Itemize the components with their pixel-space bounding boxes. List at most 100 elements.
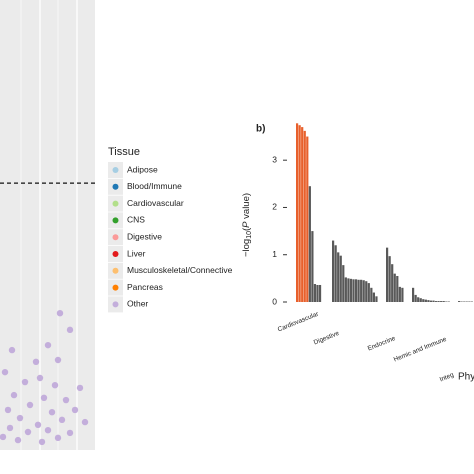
- legend-label: Adipose: [127, 164, 158, 174]
- point: [38, 438, 46, 446]
- bar: [360, 279, 363, 302]
- legend-dot: [112, 167, 119, 173]
- point: [8, 346, 16, 354]
- bar: [357, 279, 360, 302]
- y-axis-label-part: value): [241, 193, 252, 222]
- point: [58, 416, 66, 424]
- legend-label: Cardiovascular: [127, 198, 184, 208]
- bar: [401, 287, 404, 302]
- legend-label: Other: [127, 299, 148, 309]
- legend-dot: [112, 200, 119, 207]
- point: [10, 391, 18, 399]
- bar: [388, 256, 391, 302]
- bar: [334, 245, 337, 302]
- y-tick-label: 3: [272, 154, 277, 164]
- bar: [339, 255, 342, 302]
- point: [21, 378, 29, 386]
- legend-dot: [112, 183, 119, 190]
- bar: [362, 280, 365, 302]
- bar: [370, 287, 373, 302]
- bar: [422, 299, 425, 302]
- point: [14, 436, 22, 444]
- bar: [337, 252, 340, 302]
- bar: [347, 278, 350, 302]
- y-axis-label: −log10(P value): [241, 193, 253, 257]
- point: [32, 358, 40, 365]
- legend-dot: [112, 267, 119, 274]
- bar: [386, 247, 389, 302]
- bar: [437, 301, 440, 302]
- bar: [432, 300, 435, 302]
- point: [48, 409, 56, 416]
- bar: [434, 301, 438, 302]
- legend-label: Liver: [127, 248, 146, 258]
- y-axis-label-part: (: [241, 227, 252, 231]
- y-tick-label: 1: [272, 249, 277, 259]
- point: [40, 394, 48, 401]
- bar: [318, 284, 322, 302]
- bar: [298, 125, 301, 302]
- point: [36, 374, 44, 382]
- point: [4, 406, 12, 414]
- bar: [375, 296, 378, 302]
- bar: [427, 300, 430, 302]
- point: [54, 356, 62, 364]
- point: [1, 368, 9, 376]
- bar: [442, 301, 445, 302]
- y-tick-label: 0: [272, 296, 277, 306]
- point: [0, 433, 7, 441]
- point: [44, 427, 52, 434]
- legend-label: Musculoskeletal/Connective: [127, 265, 233, 275]
- y-axis-label-part: P: [241, 221, 252, 228]
- legend-dot: [112, 217, 119, 224]
- point: [62, 396, 70, 404]
- y-tick-label: 2: [272, 202, 277, 212]
- point: [71, 406, 79, 414]
- y-axis-label-part: 10: [246, 231, 253, 239]
- bar: [429, 300, 433, 302]
- bar: [301, 127, 304, 302]
- bar: [303, 130, 306, 302]
- bar: [412, 287, 415, 302]
- legend-dot: [112, 234, 119, 241]
- point: [54, 434, 62, 442]
- point: [66, 326, 74, 334]
- bar: [440, 301, 443, 302]
- legend-dot: [112, 301, 119, 308]
- x-group-label: Cardiovascular: [277, 310, 321, 333]
- point: [24, 428, 32, 436]
- point: [26, 401, 34, 409]
- bar: [367, 283, 370, 302]
- bar: [396, 276, 399, 302]
- panel-background: [0, 0, 95, 450]
- point: [16, 414, 24, 422]
- point: [6, 424, 14, 432]
- bar: [332, 240, 335, 302]
- bar: [414, 294, 417, 302]
- bar: [393, 273, 396, 302]
- bar: [316, 284, 319, 302]
- legend-dot: [112, 251, 119, 257]
- legend-title: Tissue: [108, 146, 140, 158]
- x-group-label: Digestive: [313, 330, 341, 347]
- x-group-label: Integ: [439, 371, 455, 383]
- point: [34, 421, 42, 428]
- legend-label: CNS: [127, 215, 145, 225]
- bar: [311, 231, 314, 302]
- bar: [354, 279, 358, 302]
- bar: [313, 284, 317, 302]
- bar: [417, 297, 420, 302]
- point: [76, 384, 84, 392]
- bar: [365, 281, 368, 302]
- y-axis-label-part: −log: [241, 239, 252, 257]
- legend-label: Pancreas: [127, 282, 163, 292]
- bar: [419, 298, 422, 302]
- bar: [296, 123, 299, 303]
- point: [66, 429, 74, 437]
- bar: [391, 264, 394, 302]
- point: [51, 382, 59, 389]
- x-group-label: Hemic and Immune: [393, 336, 448, 364]
- legend-label: Blood/Immune: [127, 181, 182, 191]
- x-axis-label: Phy: [458, 372, 474, 383]
